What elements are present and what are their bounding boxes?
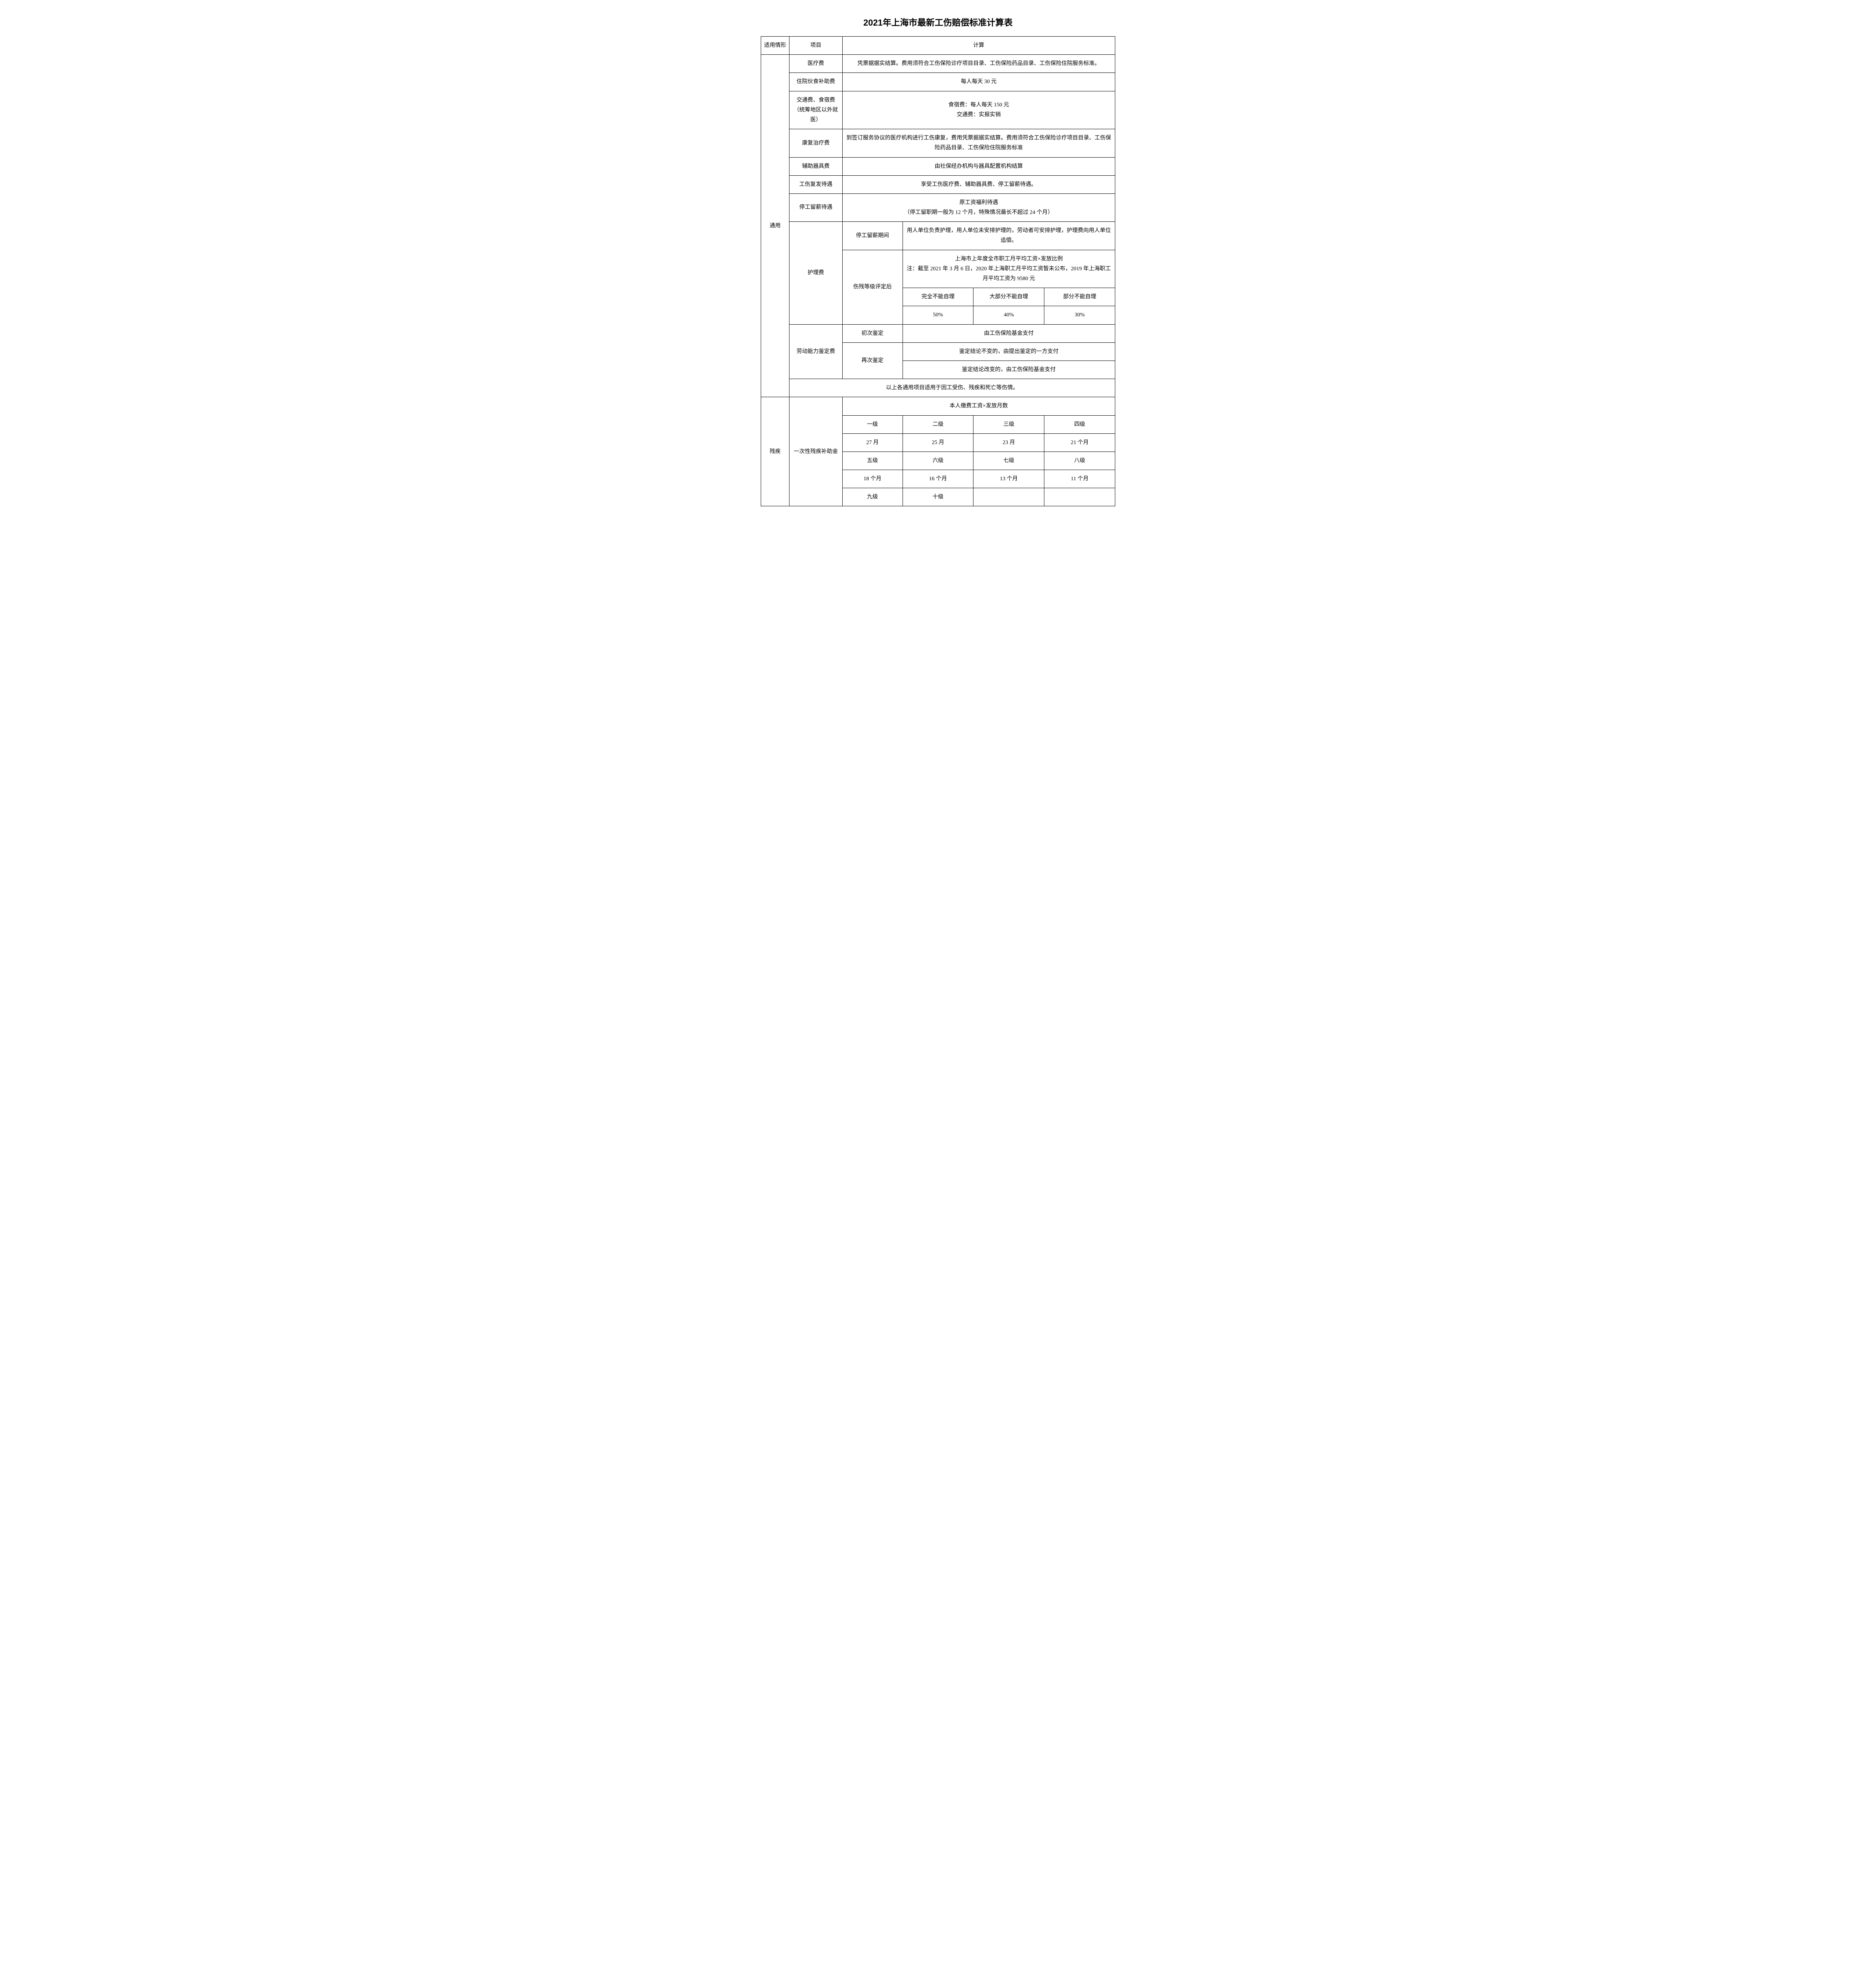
calc-transport: 食宿费：每人每天 150 元 交通费：实报实销 xyxy=(842,91,1115,129)
nursing-h3: 部分不能自理 xyxy=(1044,288,1115,306)
suspend-l1: 原工资福利待遇 xyxy=(959,200,998,206)
page-title: 2021年上海市最新工伤赔偿标准计算表 xyxy=(761,16,1115,28)
ot-l5: 五级 xyxy=(842,452,903,470)
transport-l2: 交通费：实报实销 xyxy=(957,112,1001,118)
ot-l4: 四级 xyxy=(1044,415,1115,433)
general-note: 以上各通用项目适用于因工受伤、残疾和死亡等伤情。 xyxy=(789,379,1115,397)
suspend-l2: （停工留职期一般为 12 个月，特殊情况最长不超过 24 个月） xyxy=(904,210,1053,216)
hdr-item: 项目 xyxy=(789,37,842,55)
item-assess: 劳动能力鉴定费 xyxy=(789,324,842,379)
ot-l3: 三级 xyxy=(973,415,1044,433)
item-suspend: 停工留薪待遇 xyxy=(789,193,842,221)
assess-first: 初次鉴定 xyxy=(842,324,903,342)
calc-aid: 由社保经办机构与器具配置机构结算 xyxy=(842,157,1115,175)
item-relapse: 工伤复发待遇 xyxy=(789,175,842,193)
assess-again-calc1: 鉴定结论不变的，由提出鉴定的一方支付 xyxy=(903,342,1115,361)
calc-suspend: 原工资福利待遇 （停工留职期一般为 12 个月，特殊情况最长不超过 24 个月） xyxy=(842,193,1115,221)
ot-l10: 十级 xyxy=(903,488,973,506)
ot-m5: 18 个月 xyxy=(842,470,903,488)
nursing-note-l1: 上海市上年度全市职工月平均工资×发放比例 xyxy=(955,256,1063,262)
nursing-period2: 伤残等级评定后 xyxy=(842,250,903,324)
ot-m1: 27 月 xyxy=(842,433,903,452)
ot-l2: 二级 xyxy=(903,415,973,433)
nursing-h1: 完全不能自理 xyxy=(903,288,973,306)
ot-m8: 11 个月 xyxy=(1044,470,1115,488)
ot-l9: 九级 xyxy=(842,488,903,506)
nursing-period1-calc: 用人单位负责护理，用人单位未安排护理的，劳动者可安排护理，护理费向用人单位追偿。 xyxy=(903,222,1115,250)
calc-relapse: 享受工伤医疗费、辅助器具费、停工留薪待遇。 xyxy=(842,175,1115,193)
item-medical: 医疗费 xyxy=(789,55,842,73)
ot-m4: 21 个月 xyxy=(1044,433,1115,452)
assess-again-calc2: 鉴定结论改变的，由工伤保险基金支付 xyxy=(903,361,1115,379)
nursing-v3: 30% xyxy=(1044,306,1115,324)
hdr-scope: 适用情形 xyxy=(761,37,789,55)
item-rehab: 康复治疗费 xyxy=(789,129,842,157)
calc-medical: 凭票据据实结算。费用须符合工伤保险诊疗项目目录、工伤保险药品目录、工伤保险住院服… xyxy=(842,55,1115,73)
nursing-note-l2: 注：截至 2021 年 3 月 6 日，2020 年上海职工月平均工资暂未公布，… xyxy=(907,266,1111,282)
assess-first-calc: 由工伤保险基金支付 xyxy=(903,324,1115,342)
ot-l6: 六级 xyxy=(903,452,973,470)
nursing-note: 上海市上年度全市职工月平均工资×发放比例 注：截至 2021 年 3 月 6 日… xyxy=(903,250,1115,288)
item-onetime: 一次性残疾补助金 xyxy=(789,397,842,506)
nursing-v2: 40% xyxy=(973,306,1044,324)
ot-m3: 23 月 xyxy=(973,433,1044,452)
ot-empty1 xyxy=(973,488,1044,506)
onetime-formula: 本人缴费工资×发放月数 xyxy=(842,397,1115,415)
hdr-calc: 计算 xyxy=(842,37,1115,55)
compensation-table: 适用情形 项目 计算 通用 医疗费 凭票据据实结算。费用须符合工伤保险诊疗项目目… xyxy=(761,36,1115,506)
item-meal: 住院伙食补助费 xyxy=(789,73,842,91)
section-general: 通用 xyxy=(761,55,789,397)
item-transport: 交通费、食宿费（统筹地区以外就医） xyxy=(789,91,842,129)
ot-m6: 16 个月 xyxy=(903,470,973,488)
nursing-h2: 大部分不能自理 xyxy=(973,288,1044,306)
ot-l8: 八级 xyxy=(1044,452,1115,470)
ot-m2: 25 月 xyxy=(903,433,973,452)
item-nursing: 护理费 xyxy=(789,222,842,324)
calc-meal: 每人每天 30 元 xyxy=(842,73,1115,91)
section-disability: 残疾 xyxy=(761,397,789,506)
nursing-period1: 停工留薪期间 xyxy=(842,222,903,250)
ot-l1: 一级 xyxy=(842,415,903,433)
calc-rehab: 到签订服务协议的医疗机构进行工伤康复，费用凭票据据实结算。费用须符合工伤保险诊疗… xyxy=(842,129,1115,157)
ot-empty2 xyxy=(1044,488,1115,506)
transport-l1: 食宿费：每人每天 150 元 xyxy=(948,102,1009,108)
item-aid: 辅助器具费 xyxy=(789,157,842,175)
ot-m7: 13 个月 xyxy=(973,470,1044,488)
nursing-v1: 50% xyxy=(903,306,973,324)
assess-again: 再次鉴定 xyxy=(842,342,903,379)
ot-l7: 七级 xyxy=(973,452,1044,470)
